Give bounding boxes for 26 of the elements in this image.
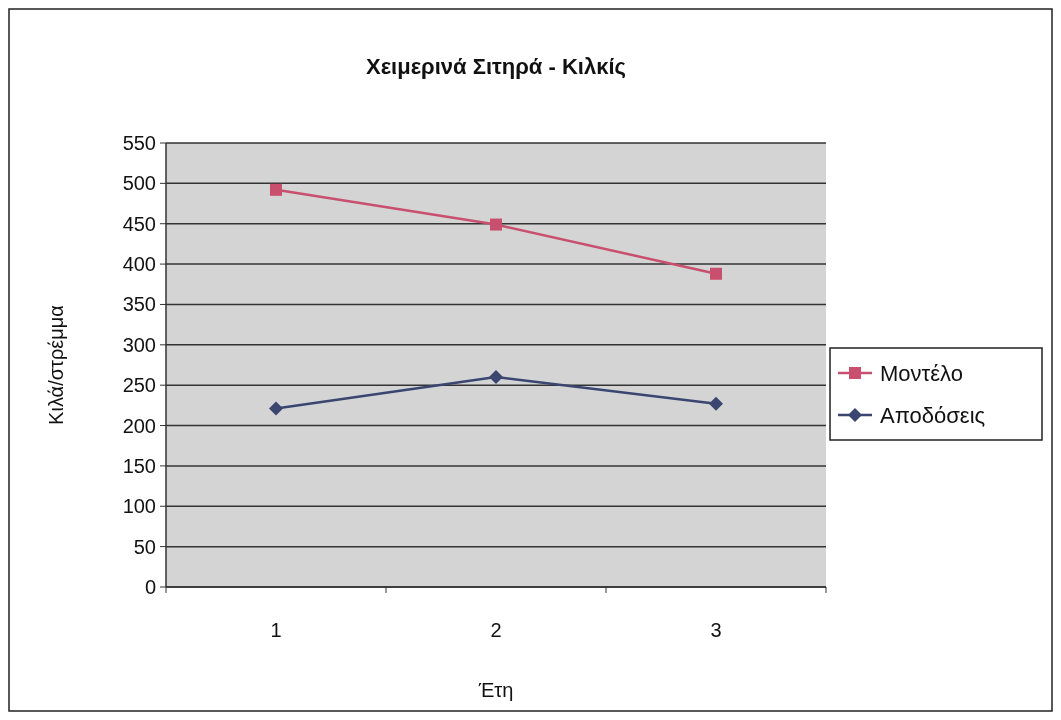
point — [490, 218, 502, 231]
legend-label: Αποδόσεις — [880, 402, 986, 428]
y-tick-label: 400 — [122, 253, 156, 276]
point — [710, 267, 722, 280]
y-tick-label: 150 — [122, 454, 156, 477]
x-tick-label: 2 — [490, 619, 502, 641]
point — [489, 370, 503, 385]
y-tick-label: 450 — [122, 212, 156, 235]
y-tick-label: 100 — [122, 495, 156, 518]
y-tick-label: 500 — [122, 172, 156, 195]
x-axis-title: Έτη — [477, 679, 514, 701]
chart-title: Χειμερινά Σιτηρά - Κιλκίς — [365, 54, 627, 79]
y-tick-label: 50 — [133, 535, 156, 558]
y-tick-label: 550 — [122, 132, 156, 154]
point — [269, 401, 283, 416]
y-tick-label: 300 — [122, 333, 156, 356]
y-tick-label: 0 — [144, 576, 156, 598]
y-axis-title: Κιλά/στρέμμα — [45, 305, 67, 425]
y-tick-label: 250 — [122, 374, 156, 397]
legend-label: Μοντέλο — [880, 360, 963, 386]
point — [270, 183, 282, 196]
y-tick-label: 200 — [122, 414, 156, 437]
point — [709, 396, 723, 411]
x-tick-label: 1 — [270, 619, 282, 641]
y-tick-label: 350 — [122, 293, 156, 316]
x-tick-label: 3 — [710, 619, 722, 641]
